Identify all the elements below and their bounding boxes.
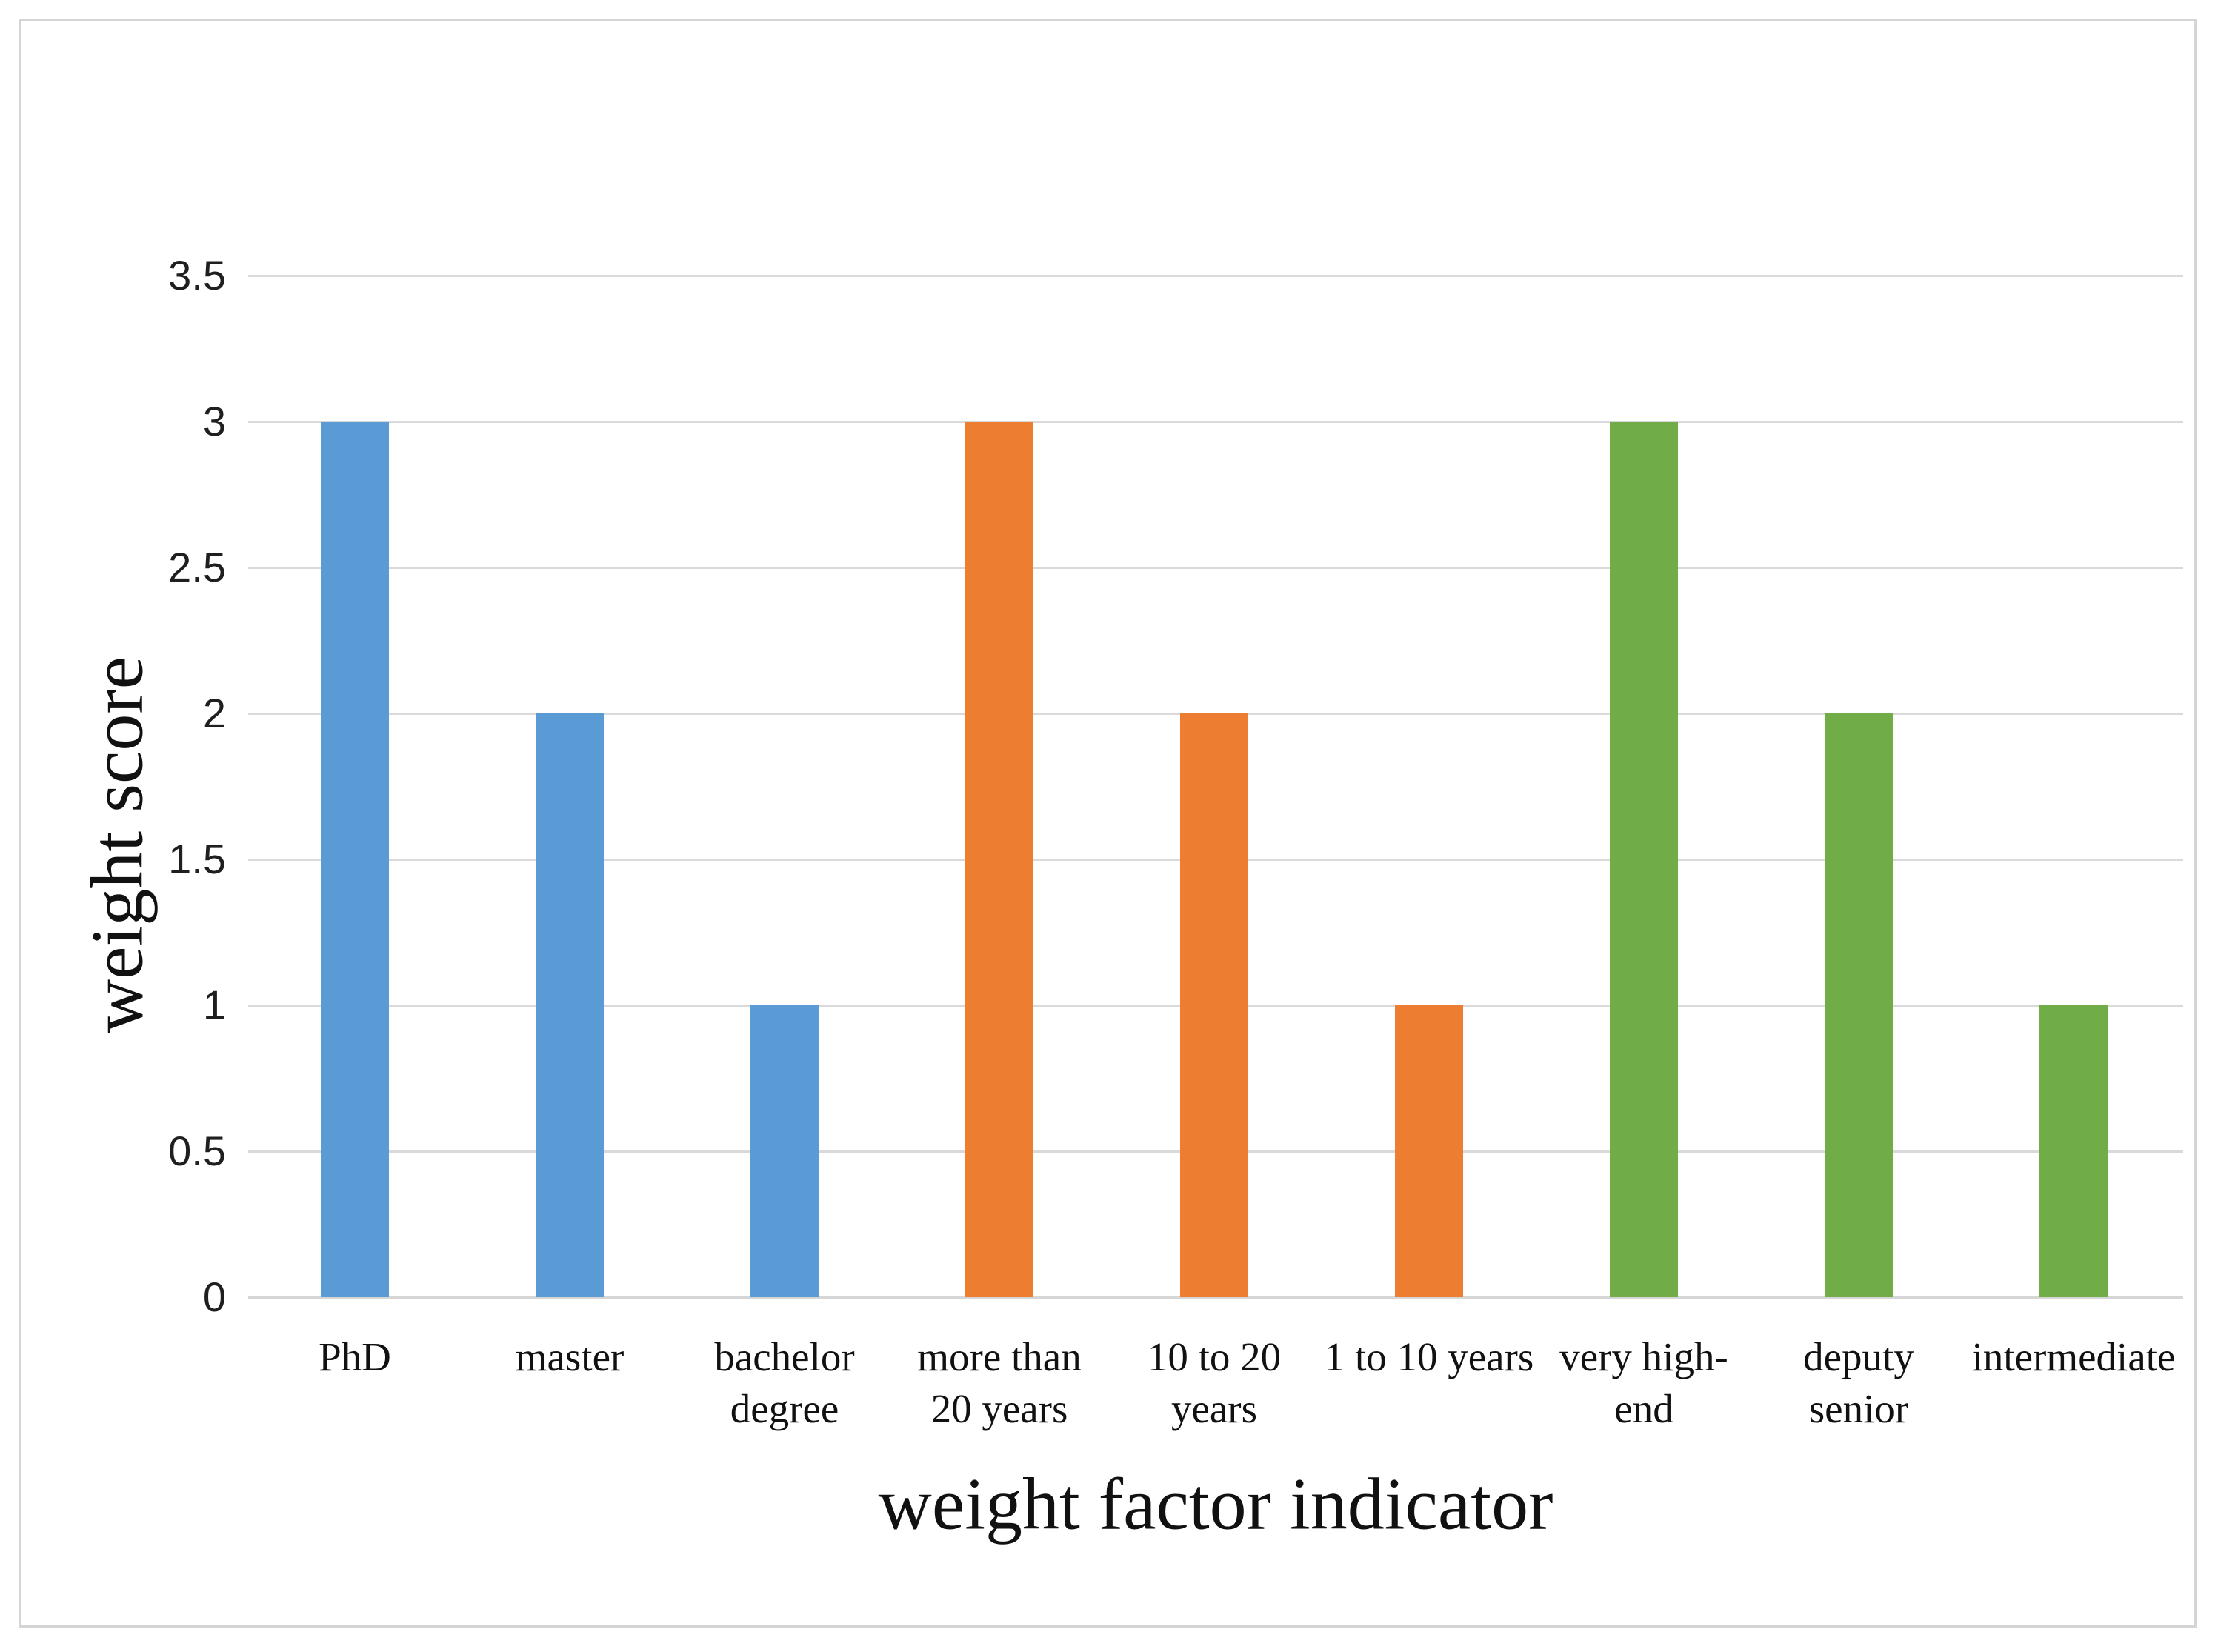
bar-bachelor-degree bbox=[750, 1005, 819, 1297]
y-tick-label: 1 bbox=[202, 982, 226, 1028]
y-tick-label: 1.5 bbox=[168, 836, 226, 882]
plot-area bbox=[248, 275, 2183, 1299]
x-category-label: master bbox=[515, 1334, 625, 1379]
bar-intermediate bbox=[2039, 1005, 2108, 1297]
bar-master bbox=[536, 713, 604, 1297]
y-tick-label: 3.5 bbox=[168, 252, 226, 299]
x-category-label: 1 to 10 years bbox=[1324, 1334, 1534, 1379]
bar-1-to-10-years bbox=[1395, 1005, 1463, 1297]
y-tick-label: 2 bbox=[202, 690, 226, 736]
bar-phd bbox=[321, 422, 389, 1297]
x-category-label: deputy senior bbox=[1803, 1334, 1914, 1431]
bar-deputy-senior bbox=[1825, 713, 1893, 1297]
y-tick-label: 0 bbox=[202, 1273, 226, 1320]
x-category-label: very high- end bbox=[1559, 1334, 1728, 1431]
gridline bbox=[248, 275, 2183, 277]
y-tick-label: 3 bbox=[202, 398, 226, 444]
bar-very-high-end bbox=[1610, 422, 1678, 1297]
x-category-label: bachelor degree bbox=[714, 1334, 855, 1431]
chart-border bbox=[19, 19, 2197, 1628]
x-category-label: PhD bbox=[319, 1334, 391, 1379]
y-tick-label: 2.5 bbox=[168, 544, 226, 590]
x-category-label: more than 20 years bbox=[917, 1334, 1082, 1431]
gridline bbox=[248, 421, 2183, 423]
x-category-label: 10 to 20 years bbox=[1147, 1334, 1282, 1431]
bar-more-than-20-years bbox=[965, 422, 1033, 1297]
y-tick-label: 0.5 bbox=[168, 1128, 226, 1174]
x-axis-line bbox=[248, 1296, 2183, 1299]
x-axis-title: weight factor indicator bbox=[878, 1462, 1553, 1545]
x-category-label: intermediate bbox=[1971, 1334, 2176, 1379]
y-axis-title: weight score bbox=[76, 656, 159, 1033]
bar-10-to-20-years bbox=[1180, 713, 1248, 1297]
gridline bbox=[248, 567, 2183, 569]
